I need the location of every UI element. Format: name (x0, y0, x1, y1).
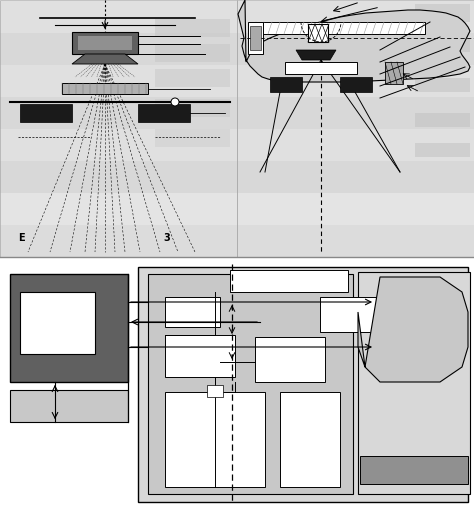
Bar (0, 161, 237, 193)
Bar (165, 392, 265, 487)
Polygon shape (238, 0, 470, 82)
Bar (207, 385, 223, 397)
Bar (155, 19, 230, 37)
Bar (155, 129, 230, 147)
Bar (155, 44, 230, 62)
Bar (237, 193, 474, 225)
Bar (148, 274, 353, 494)
Bar (230, 270, 348, 292)
Bar (0, 129, 237, 161)
Bar (10, 274, 128, 382)
Text: E: E (18, 233, 25, 243)
Bar (0, 0, 237, 257)
Bar (255, 337, 325, 382)
Bar (360, 456, 468, 484)
Bar (138, 104, 190, 122)
Polygon shape (358, 277, 468, 382)
Bar (165, 335, 235, 377)
Bar (320, 297, 380, 332)
Bar (340, 77, 372, 92)
Bar (237, 33, 474, 65)
Text: 3: 3 (163, 233, 170, 243)
Bar (20, 104, 72, 122)
Bar (248, 22, 263, 54)
Bar (155, 99, 230, 117)
Bar (237, 0, 474, 257)
Bar (415, 113, 470, 127)
Bar (237, 161, 474, 193)
Bar (415, 78, 470, 92)
Bar (20, 292, 95, 354)
Bar (165, 297, 220, 327)
Bar (385, 62, 403, 84)
Bar (0, 33, 237, 65)
Bar (78, 36, 132, 50)
Bar (0, 65, 237, 97)
Bar (237, 129, 474, 161)
Bar (0, 1, 237, 33)
Bar (237, 65, 474, 97)
Bar (308, 24, 328, 42)
Bar (415, 38, 470, 52)
Circle shape (171, 98, 179, 106)
Bar (237, 225, 474, 257)
Bar (358, 272, 470, 494)
Bar (138, 267, 468, 502)
Bar (250, 26, 261, 50)
Bar (237, 97, 474, 129)
Polygon shape (72, 54, 138, 64)
Bar (155, 69, 230, 87)
Bar (415, 4, 470, 22)
Bar (62, 83, 148, 94)
Bar (270, 77, 302, 92)
Bar (0, 257, 474, 512)
Bar (415, 143, 470, 157)
Bar (72, 32, 138, 54)
Bar (237, 1, 474, 33)
Bar (0, 225, 237, 257)
Bar (0, 97, 237, 129)
Polygon shape (296, 50, 336, 60)
Bar (0, 193, 237, 225)
Bar (10, 390, 128, 422)
Bar (285, 62, 357, 74)
Bar (250, 22, 425, 34)
Bar (280, 392, 340, 487)
